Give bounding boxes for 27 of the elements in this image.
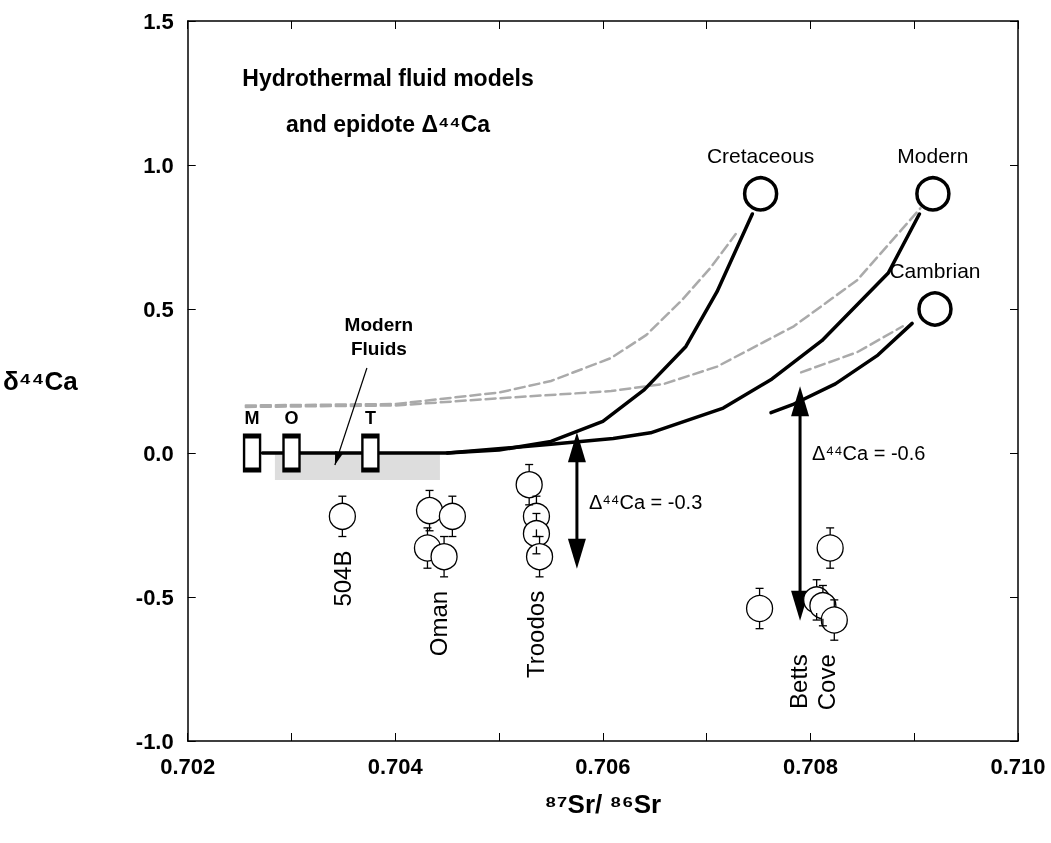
text: Modern Fluids — [344, 313, 414, 359]
y-tick-label: -0.5 — [135, 584, 174, 610]
text: 504B — [328, 550, 356, 607]
x-tick-label: 0.706 — [575, 753, 631, 779]
y-tick-label: 0.5 — [143, 296, 174, 322]
y-tick-label: 1.5 — [143, 8, 174, 34]
y-axis-title: δ⁴⁴Ca — [2, 366, 79, 396]
y-tick-label: 1.0 — [143, 152, 174, 178]
x-axis-title: ⁸⁷Sr/ ⁸⁶Sr — [544, 789, 662, 819]
x-tick-label: 0.710 — [990, 753, 1046, 779]
data-label: O — [284, 408, 299, 429]
x-tick-label: 0.704 — [367, 753, 424, 779]
y-tick-label: 0.0 — [143, 440, 174, 466]
annotation: Δ⁴⁴Ca = -0.6 — [812, 442, 926, 464]
data-label: Modern — [897, 144, 969, 168]
text: Oman — [424, 590, 452, 657]
x-tick-label: 0.702 — [160, 753, 216, 779]
text: Hydrothermal fluid models and epidote Δ⁴⁴Ca — [242, 65, 534, 137]
annotation: Δ⁴⁴Ca = -0.3 — [588, 490, 703, 513]
text: Betts Cove — [785, 654, 841, 711]
x-tick-label: 0.708 — [782, 753, 838, 779]
data-label: Cretaceous — [706, 144, 815, 168]
data-label: Cambrian — [889, 259, 981, 283]
text: Troodos — [521, 590, 549, 678]
y-tick-label: -1.0 — [135, 728, 174, 754]
data-label: M — [244, 408, 260, 429]
data-label: T — [364, 408, 376, 429]
